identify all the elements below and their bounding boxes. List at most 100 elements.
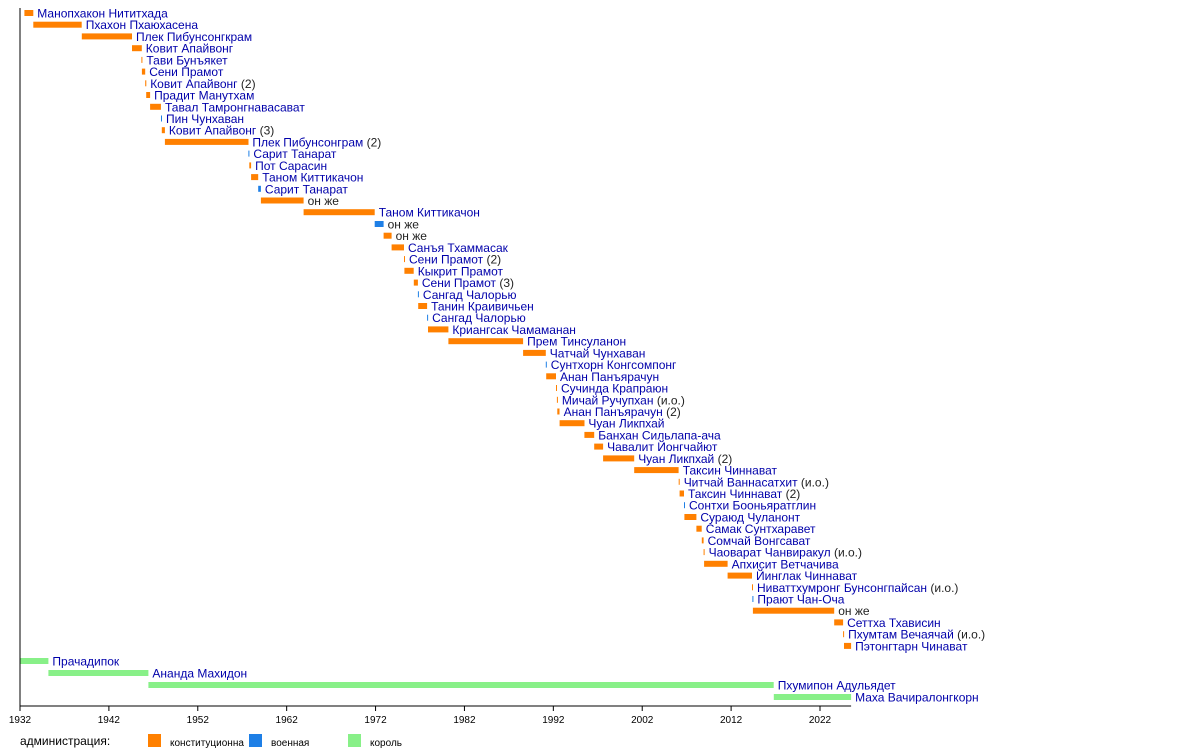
pm-name: Таксин Чиннават (688, 487, 783, 501)
legend-swatch-military (249, 734, 262, 747)
king-label: Маха Вачиралонгкорн (855, 691, 979, 705)
pm-name: Сомчай Вонгсават (708, 534, 811, 548)
pm-label: он же (396, 229, 428, 243)
pm-label: Сени Прамот (3) (422, 276, 514, 290)
king-bars (20, 658, 852, 700)
pm-bar (556, 396, 558, 403)
pm-bar (603, 455, 635, 462)
x-tick-label: 1982 (453, 715, 476, 726)
pm-name: он же (396, 229, 428, 243)
legend: администрация: конституционна военная коро… (20, 734, 402, 749)
pm-name: Ковит Апайвонг (169, 124, 257, 138)
pm-bar (684, 514, 697, 520)
pm-bar (161, 115, 162, 122)
pm-bar (448, 338, 524, 345)
pm-bar (679, 490, 684, 497)
pm-name: Ковит Апайвонг (146, 42, 234, 56)
pm-name: Прадит Манутхам (154, 89, 254, 103)
pm-label: Манопхакон Нититхада (37, 7, 168, 21)
pm-name: Банхан Сильлапа-ача (598, 428, 721, 442)
legend-swatch-king (348, 734, 361, 747)
pm-label: Банхан Сильлапа-ача (598, 428, 721, 442)
pm-label: он же (308, 194, 340, 208)
pm-name: Йинглак Чиннават (756, 568, 858, 583)
pm-name: Сарит Танарат (253, 147, 337, 161)
pm-label: Плек Пибунсонграм (2) (252, 135, 381, 149)
pm-label: Пин Чунхаван (166, 112, 244, 126)
pm-name: Сени Прамот (422, 276, 497, 290)
pm-label: Сарит Танарат (253, 147, 337, 161)
pm-label: Ковит Апайвонг (3) (169, 124, 274, 138)
pm-name: Чавалит Йонгчайют (607, 439, 718, 454)
pm-label: Мичай Ручупхан (и.о.) (562, 393, 685, 407)
pm-label: Кыкрит Прамот (418, 264, 504, 278)
pm-name: Тави Бунъякет (146, 53, 228, 67)
pm-bar (703, 549, 705, 556)
pm-name: Кыкрит Прамот (418, 264, 504, 278)
pm-name: Таном Киттикачон (379, 206, 480, 220)
pm-name: он же (308, 194, 340, 208)
pm-label: Анан Панъярачун (2) (564, 405, 681, 419)
pm-name: Читчай Ваннасатхит (684, 475, 798, 489)
pm-note: (и.о.) (831, 546, 862, 560)
pm-name: Сени Прамот (409, 253, 484, 267)
x-tick-label: 1932 (9, 715, 32, 726)
pm-name: Анан Панъярачун (564, 405, 663, 419)
pm-name: Санъя Тхаммасак (408, 241, 509, 255)
pm-label: Читчай Ваннасатхит (и.о.) (684, 475, 829, 489)
pm-name: Чуан Ликпхай (588, 417, 664, 431)
pm-note: (2) (238, 77, 256, 91)
pm-bar (383, 232, 392, 239)
x-tick-label: 1962 (276, 715, 299, 726)
pm-note: (2) (363, 135, 381, 149)
pm-bar (258, 185, 261, 192)
pm-bar (727, 572, 752, 579)
pm-label: Сангад Чалорью (432, 311, 526, 325)
x-tick-label: 1942 (98, 715, 121, 726)
pm-bar (696, 525, 702, 532)
pm-bar (418, 303, 428, 309)
pm-label: Таном Киттикачон (262, 171, 363, 185)
pm-name: Чаоварат Чанвиракул (709, 546, 831, 560)
pm-label: Сучинда Крапраюн (561, 382, 668, 396)
pm-label: он же (388, 218, 420, 232)
pm-label: Чавалит Йонгчайют (607, 439, 718, 454)
pm-bar (684, 502, 685, 509)
pm-label: Сени Прамот (149, 65, 224, 79)
pm-name: Пэтонгтарн Чинават (855, 639, 968, 653)
king-bar (773, 694, 852, 700)
king-label: Прачадипок (52, 655, 120, 669)
pm-bar (559, 420, 585, 427)
pm-label: Чаоварат Чанвиракул (и.о.) (709, 546, 862, 560)
pm-name: Пхахон Пхаюхасена (86, 18, 199, 32)
pm-label: Танин Краивичьен (431, 300, 534, 314)
pm-bar (374, 221, 384, 227)
pm-note: (и.о.) (927, 581, 958, 595)
pm-note: (2) (782, 487, 800, 501)
pm-label: Анан Панъярачун (560, 370, 659, 384)
prime-minister-bars (24, 10, 852, 649)
king-label: Пхумипон Адульядет (778, 679, 896, 693)
pm-name: Сангад Чалорью (432, 311, 526, 325)
pm-label: Ниваттхумронг Бунсонгпайсан (и.о.) (757, 581, 958, 595)
x-tick-label: 2022 (809, 715, 832, 726)
x-tick-label: 2002 (631, 715, 654, 726)
pm-bar (260, 197, 304, 204)
pm-name: Чуан Ликпхай (638, 452, 714, 466)
pm-label: Сонтхи Бооньяратглин (689, 499, 816, 513)
pm-name: Сени Прамот (149, 65, 224, 79)
pm-label: Тави Бунъякет (146, 53, 228, 67)
pm-bar (141, 68, 146, 75)
pm-bar (33, 21, 82, 28)
pm-name: Чатчай Чунхаван (550, 346, 646, 360)
pm-label: Чуан Ликпхай (588, 417, 664, 431)
pm-label: Сарит Танарат (265, 182, 349, 196)
pm-bar (404, 256, 405, 263)
legend-label-king: король (370, 738, 402, 749)
pm-bar (678, 478, 680, 485)
legend-label-military: военная (271, 738, 309, 749)
pm-note: (2) (483, 253, 501, 267)
pm-label: Сангад Чалорью (423, 288, 517, 302)
pm-label: Пхахон Пхаюхасена (86, 18, 199, 32)
